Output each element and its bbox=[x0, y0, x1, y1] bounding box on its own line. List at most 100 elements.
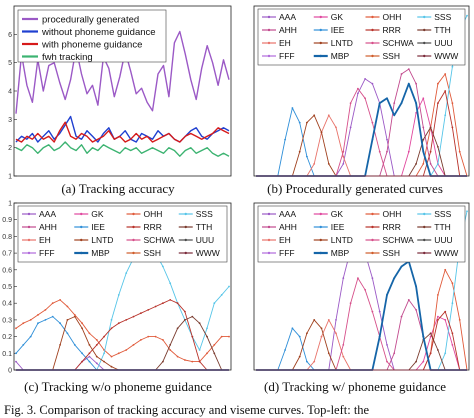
data-point-gk bbox=[444, 319, 447, 321]
data-point-tth bbox=[198, 322, 201, 325]
y-tick-label: 5 bbox=[8, 60, 12, 67]
legend-label-mbp: MBP bbox=[331, 51, 350, 61]
data-point-ohh bbox=[162, 339, 164, 341]
data-point-iee bbox=[284, 349, 286, 351]
legend-marker-fff bbox=[267, 54, 271, 58]
data-point-iee bbox=[59, 322, 61, 325]
legend-label-uuu: UUU bbox=[434, 38, 452, 48]
data-point-ahh bbox=[393, 352, 396, 355]
data-point-tth bbox=[213, 352, 216, 355]
legend-marker-lntd bbox=[319, 41, 322, 45]
data-point-ohh bbox=[15, 327, 17, 330]
data-point-eh bbox=[327, 114, 330, 117]
data-point-ohh bbox=[191, 360, 194, 363]
legend-label-www: WWW bbox=[196, 248, 220, 258]
y-tick-label: 1 bbox=[8, 174, 12, 181]
legend-label-eh: EH bbox=[39, 235, 51, 245]
legend-marker-iee bbox=[319, 28, 322, 32]
legend-marker-ohh bbox=[132, 212, 135, 216]
legend-label-schwa: SCHWA bbox=[144, 235, 176, 245]
series-line-ohh bbox=[15, 299, 229, 363]
legend-label-ssh: SSH bbox=[383, 248, 400, 258]
legend-marker-iee bbox=[80, 225, 83, 229]
data-point-tth bbox=[191, 315, 194, 318]
data-point-mbp bbox=[407, 82, 410, 85]
data-point-ohh bbox=[444, 73, 447, 75]
data-point-eh bbox=[342, 155, 345, 158]
y-tick-label: 0.5 bbox=[2, 284, 12, 291]
y-tick-label: 0.6 bbox=[2, 267, 12, 274]
legend-label-aaa: AAA bbox=[279, 12, 296, 22]
data-point-sss bbox=[451, 302, 454, 305]
data-point-ohh bbox=[184, 359, 186, 361]
data-point-rrr bbox=[184, 310, 186, 313]
data-point-ohh bbox=[37, 314, 39, 316]
data-point-iee bbox=[298, 121, 301, 124]
legend-label-uuu: UUU bbox=[434, 235, 452, 245]
legend-marker-tth bbox=[423, 225, 426, 229]
legend-marker-tth bbox=[423, 28, 426, 32]
data-point-iee bbox=[306, 155, 308, 158]
data-point-rrr bbox=[429, 150, 432, 153]
data-point-gk bbox=[422, 97, 425, 100]
data-point-rrr bbox=[110, 327, 113, 330]
legend-label-tth: TTH bbox=[434, 222, 451, 232]
legend-label-mbp: MBP bbox=[331, 248, 350, 258]
data-point-ohh bbox=[88, 332, 91, 335]
y-tick-label: 0.7 bbox=[2, 251, 12, 258]
data-point-mbp bbox=[400, 265, 403, 268]
data-point-sss bbox=[444, 352, 447, 355]
legend-label-ohh: OHH bbox=[383, 209, 402, 219]
data-point-iee bbox=[29, 335, 32, 338]
data-point-rrr bbox=[117, 322, 120, 325]
data-point-rrr bbox=[198, 360, 201, 363]
data-point-sss bbox=[103, 352, 105, 355]
data-point-ahh bbox=[429, 163, 432, 165]
data-point-ohh bbox=[81, 322, 83, 325]
series-line-with-phoneme-guidance bbox=[15, 121, 230, 143]
data-point-lntd bbox=[320, 131, 323, 134]
data-point-schwa bbox=[378, 150, 381, 153]
data-point-ohh bbox=[220, 335, 223, 338]
legend-label-sss: SSS bbox=[196, 209, 213, 219]
y-tick-label: 0.8 bbox=[2, 234, 12, 241]
legend-label-ahh: AHH bbox=[279, 25, 297, 35]
y-tick-label: 4 bbox=[8, 89, 12, 96]
data-point-lntd bbox=[313, 319, 316, 321]
data-point-ahh bbox=[415, 309, 417, 311]
data-point-iee bbox=[306, 360, 308, 363]
data-point-eh bbox=[342, 355, 345, 358]
legend-label-fff: FFF bbox=[279, 51, 295, 61]
legend-label-lntd: LNTD bbox=[331, 235, 353, 245]
data-point-lntd bbox=[306, 121, 308, 124]
data-point-gk bbox=[407, 150, 410, 153]
legend-marker-www bbox=[423, 251, 426, 255]
data-point-lntd bbox=[298, 150, 301, 153]
data-point-ohh bbox=[444, 268, 447, 271]
data-point-ohh bbox=[29, 319, 32, 321]
data-point-rrr bbox=[81, 360, 83, 363]
legend-marker-eh bbox=[267, 41, 271, 45]
legend-label-ohh: OHH bbox=[144, 209, 163, 219]
data-point-schwa bbox=[342, 150, 345, 153]
data-point-mbp bbox=[386, 294, 388, 296]
legend-marker-schwa bbox=[132, 238, 135, 242]
data-point-ahh bbox=[400, 73, 403, 75]
legend-label-aaa: AAA bbox=[279, 209, 296, 219]
legend-marker-ahh bbox=[27, 225, 31, 229]
legend-label-gk: GK bbox=[331, 209, 344, 219]
caption-a: (a) Tracking accuracy bbox=[61, 181, 175, 196]
data-point-ohh bbox=[169, 349, 172, 351]
data-point-mbp bbox=[415, 285, 417, 288]
data-point-eh bbox=[327, 319, 330, 321]
legend-label-eh: EH bbox=[279, 235, 291, 245]
data-point-gk bbox=[429, 335, 432, 338]
data-point-iee bbox=[291, 107, 294, 109]
y-tick-label: 0.9 bbox=[2, 217, 12, 224]
data-point-mbp bbox=[415, 102, 417, 104]
legend-marker-ahh bbox=[267, 225, 271, 229]
data-point-gk bbox=[415, 112, 417, 114]
data-point-tth bbox=[206, 335, 208, 338]
legend-label-ohh: OHH bbox=[383, 12, 402, 22]
